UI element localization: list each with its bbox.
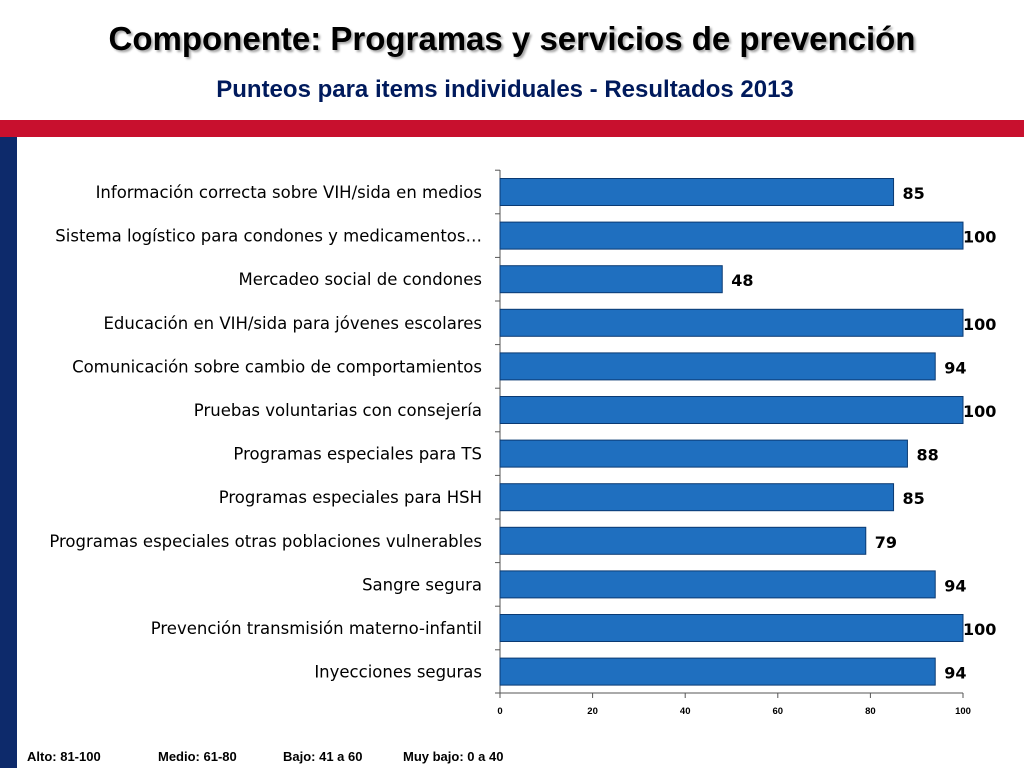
data-label: 85 (903, 184, 925, 203)
bar (499, 483, 895, 512)
legend-muy-bajo: Muy bajo: 0 a 40 (403, 749, 504, 764)
bar (499, 221, 964, 250)
slide-title: Componente: Programas y servicios de pre… (108, 20, 916, 57)
legend-medio: Medio: 61-80 (158, 749, 237, 764)
x-tick-label: 80 (865, 706, 876, 717)
data-label: 94 (944, 664, 966, 683)
category-label: Educación en VIH/sida para jóvenes escol… (103, 314, 482, 333)
data-label: 100 (963, 228, 996, 247)
bar (499, 614, 964, 642)
bar (499, 352, 936, 381)
data-label: 48 (731, 271, 753, 290)
bar (499, 308, 964, 337)
slide-subtitle: Punteos para items individuales - Result… (216, 76, 794, 103)
category-label: Comunicación sobre cambio de comportamie… (72, 357, 482, 376)
bar (499, 526, 867, 555)
data-label: 79 (875, 533, 897, 552)
category-label: Programas especiales para HSH (219, 488, 482, 507)
data-label: 94 (944, 358, 966, 377)
category-label: Pruebas voluntarias con consejería (194, 401, 482, 420)
legend-alto: Alto: 81-100 (27, 749, 101, 764)
category-label: Mercadeo social de condones (238, 270, 482, 289)
bar (499, 657, 936, 686)
category-label: Sistema logístico para condones y medica… (55, 227, 482, 246)
x-tick-label: 0 (497, 706, 502, 717)
x-tick-label: 40 (680, 706, 691, 717)
x-tick-label: 100 (955, 706, 971, 717)
x-tick-label: 60 (773, 706, 784, 717)
data-label: 100 (963, 315, 996, 334)
bar (499, 178, 895, 206)
bar (499, 570, 936, 599)
category-label: Prevención transmisión materno-infantil (151, 619, 482, 638)
red-header-band (0, 120, 1024, 137)
data-label: 94 (944, 576, 966, 595)
bar (499, 265, 723, 294)
category-label: Programas especiales para TS (233, 445, 482, 464)
blue-side-strip (0, 137, 17, 768)
data-label: 100 (963, 620, 996, 639)
data-label: 100 (963, 402, 996, 421)
data-label: 88 (916, 446, 938, 465)
x-tick-label: 20 (587, 706, 598, 717)
bar (499, 439, 908, 468)
data-label: 85 (903, 489, 925, 508)
legend-bajo: Bajo: 41 a 60 (283, 749, 363, 764)
bar (499, 396, 964, 424)
category-label: Programas especiales otras poblaciones v… (49, 532, 482, 551)
category-label: Inyecciones seguras (314, 663, 482, 682)
category-label: Sangre segura (362, 575, 482, 594)
category-label: Información correcta sobre VIH/sida en m… (96, 183, 482, 202)
